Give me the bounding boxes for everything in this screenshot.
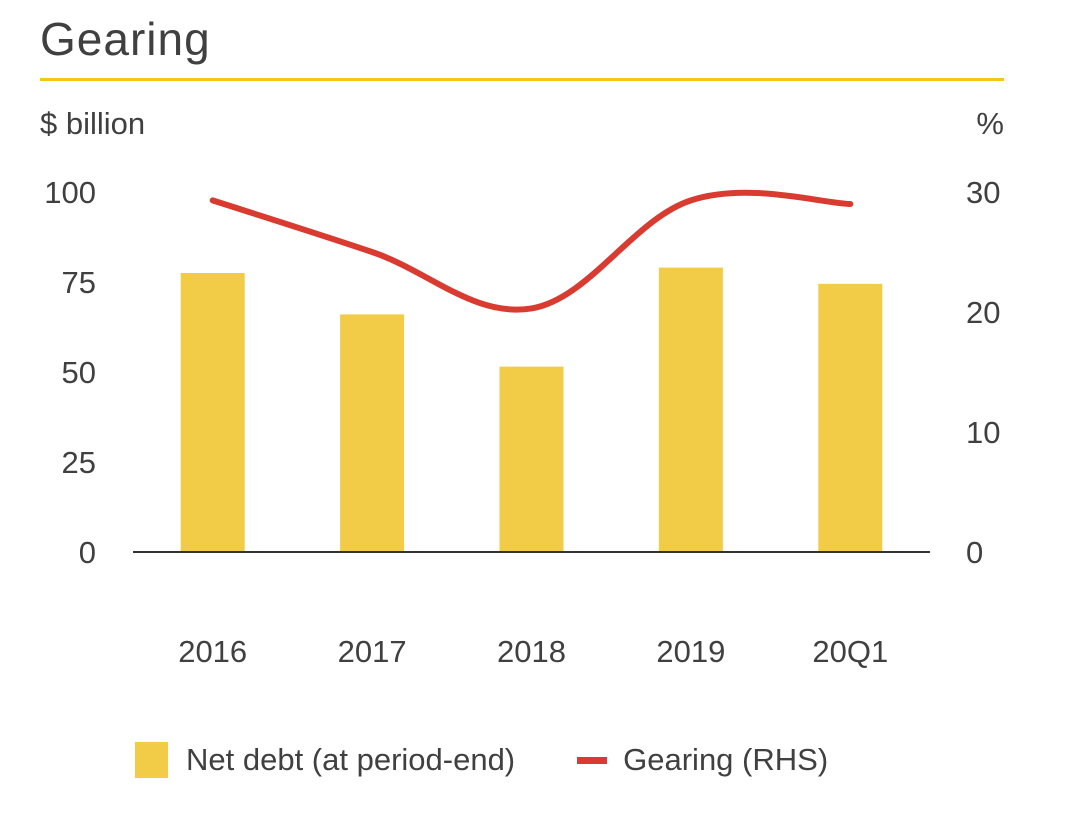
tick-labels-group: 0 25 50 75 100 0 10 20 30 2016 2017 2018 2019 20Q1 — [44, 175, 1000, 669]
legend-swatch-gearing — [577, 756, 608, 764]
y-right-tick-20: 20 — [966, 295, 1000, 330]
x-tick-2016: 2016 — [178, 634, 247, 669]
line-gearing — [209, 189, 854, 313]
y-right-tick-30: 30 — [966, 175, 1000, 210]
y-left-tick-50: 50 — [62, 355, 96, 390]
legend-item-net-debt: Net debt (at period-end) — [135, 742, 515, 778]
legend-label-net-debt: Net debt (at period-end) — [186, 742, 516, 777]
gearing-chart: $ billion % 0 25 50 75 100 0 10 20 30 2016 2017 201… — [40, 106, 1004, 669]
bar-net-debt-2016 — [180, 273, 245, 552]
y-right-tick-10: 10 — [966, 415, 1000, 450]
y-right-axis-label: % — [976, 106, 1004, 141]
y-left-axis-label: $ billion — [40, 106, 145, 141]
y-left-tick-100: 100 — [44, 175, 96, 210]
line-group — [209, 189, 854, 313]
bar-net-debt-20q1 — [818, 283, 883, 552]
x-tick-2019: 2019 — [656, 634, 725, 669]
y-right-tick-0: 0 — [966, 535, 983, 570]
legend-label-gearing: Gearing (RHS) — [623, 742, 829, 777]
bars-group — [180, 267, 883, 552]
bar-net-debt-2018 — [499, 366, 564, 552]
y-left-tick-75: 75 — [62, 265, 96, 300]
legend-item-gearing: Gearing (RHS) — [577, 742, 828, 778]
title-divider — [40, 78, 1004, 81]
x-tick-20q1: 20Q1 — [812, 634, 888, 669]
x-tick-2018: 2018 — [497, 634, 566, 669]
bar-net-debt-2019 — [658, 267, 723, 552]
legend: Net debt (at period-end) Gearing (RHS) — [135, 742, 828, 778]
x-tick-2017: 2017 — [338, 634, 407, 669]
bar-net-debt-2017 — [340, 314, 405, 552]
legend-swatch-net-debt — [135, 742, 168, 778]
y-left-tick-0: 0 — [79, 535, 96, 570]
page-title: Gearing — [40, 13, 211, 65]
y-left-tick-25: 25 — [62, 445, 96, 480]
